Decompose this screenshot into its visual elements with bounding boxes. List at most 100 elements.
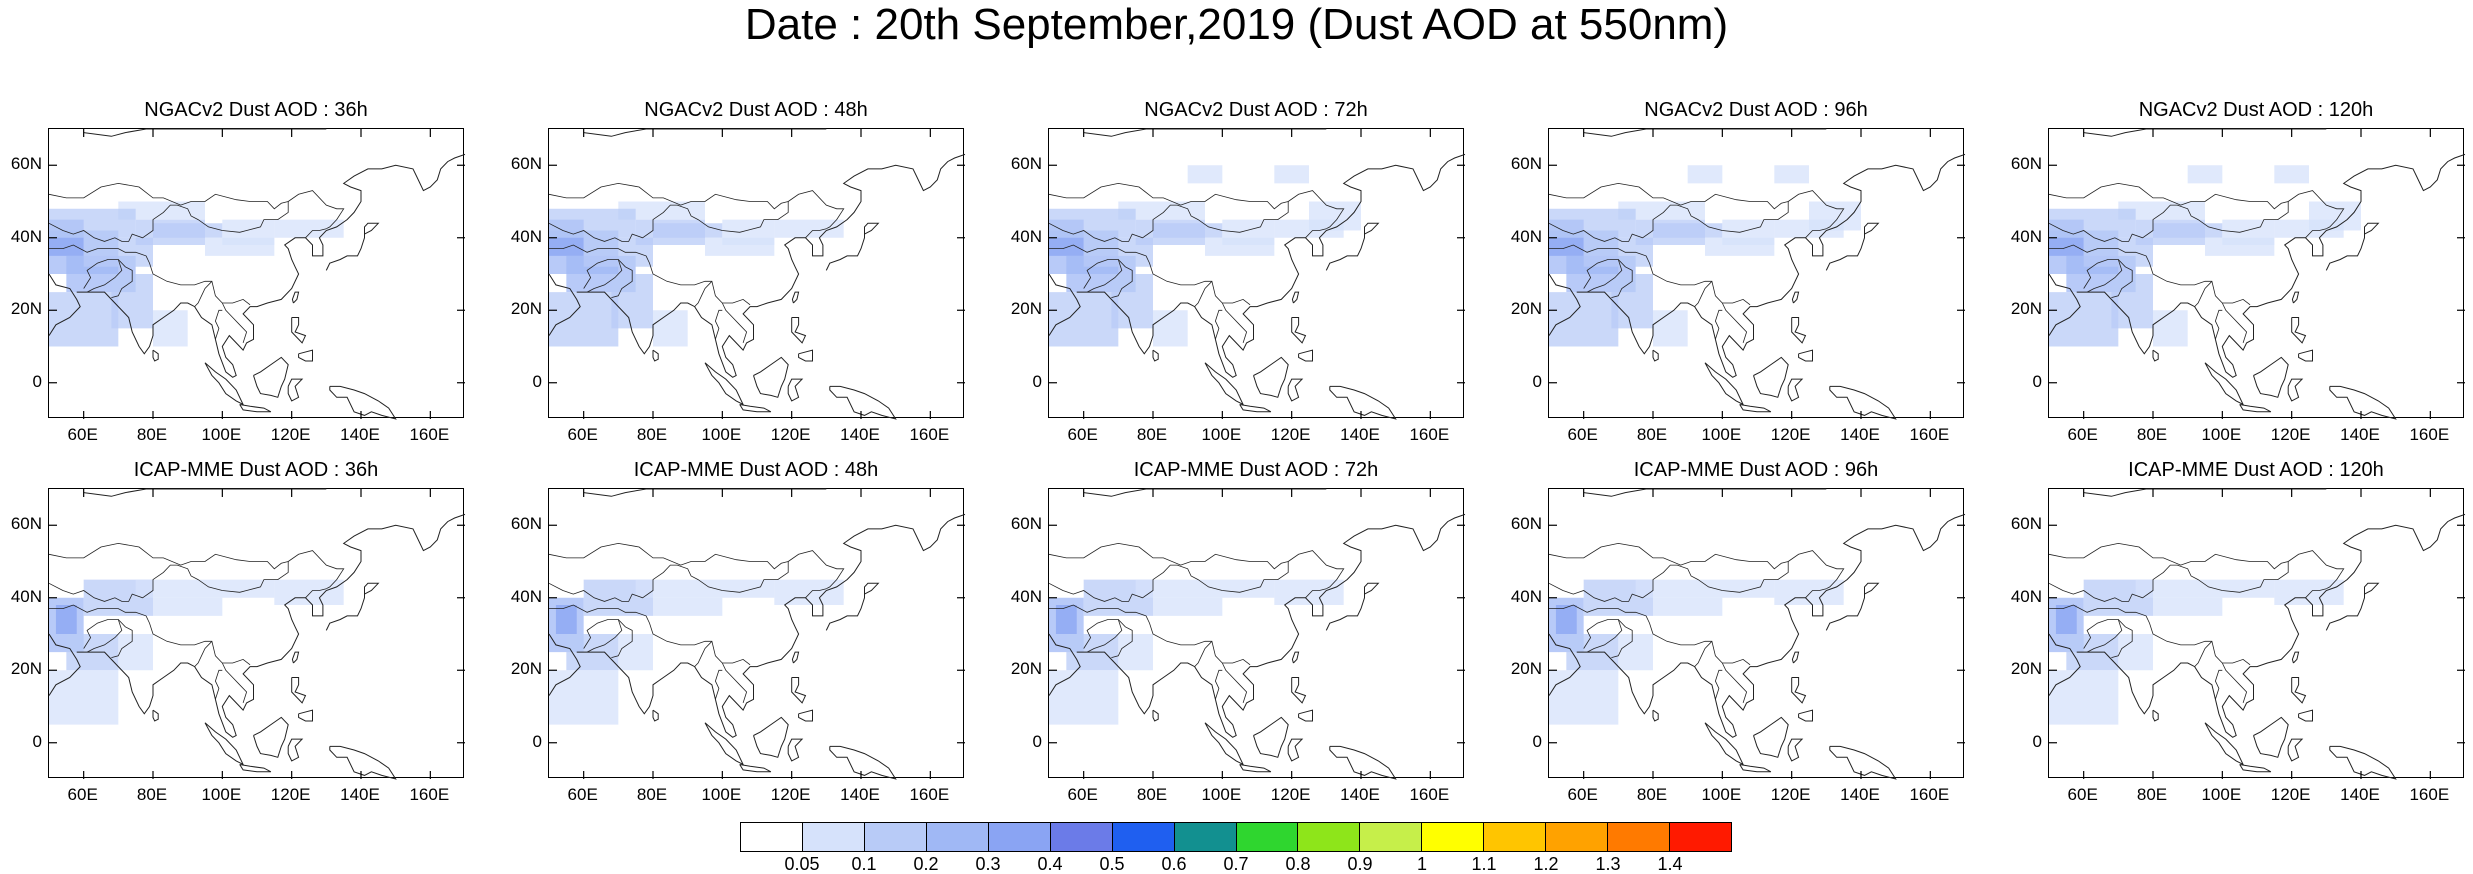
panel-title: NGACv2 Dust AOD : 36h <box>144 99 368 121</box>
country-border <box>221 662 248 704</box>
coastline <box>1787 738 1804 762</box>
country-border <box>49 604 251 666</box>
country-border <box>1048 182 1289 242</box>
colorbar-segment <box>1608 823 1671 851</box>
coastline <box>291 291 300 304</box>
dust-aod-cell <box>1653 310 1688 347</box>
coastline <box>1798 709 1813 722</box>
coastline <box>1704 722 1745 766</box>
dust-aod-cell <box>653 597 723 616</box>
country-border <box>48 182 289 242</box>
coastline <box>1204 362 1245 406</box>
lon-tick-label: 80E <box>636 425 668 444</box>
map-panel <box>1048 488 1466 780</box>
dust-aod-cell <box>1118 634 1153 671</box>
lat-tick-label: 20N <box>10 299 42 319</box>
coastline <box>704 722 745 766</box>
lon-tick-label: 60E <box>1567 785 1598 804</box>
coastline <box>2253 716 2289 758</box>
coastline <box>2239 404 2272 413</box>
lon-tick-label: 140E <box>840 785 880 804</box>
colorbar-segment <box>1236 823 1299 851</box>
map-canvas <box>48 488 466 780</box>
coastline <box>791 651 800 664</box>
coastline <box>1583 128 1827 137</box>
coastline <box>1152 709 1159 722</box>
lon-tick-label: 60E <box>1067 425 1098 444</box>
coastline <box>2253 356 2289 398</box>
colorbar-segment <box>1360 823 1423 851</box>
colorbar-segment <box>1422 823 1485 851</box>
coastline <box>2291 317 2307 344</box>
coastline <box>76 513 466 738</box>
country-border <box>1694 641 1713 667</box>
colorbar-label: 1 <box>1416 854 1427 874</box>
country-border <box>1787 190 1845 230</box>
colorbar-label: 0.8 <box>1285 854 1311 874</box>
coastline <box>291 317 307 344</box>
map-canvas <box>1548 128 1966 420</box>
country-border <box>1194 281 1213 307</box>
dust-aod-cell <box>1153 310 1188 347</box>
colorbar-label: 0.7 <box>1223 854 1249 874</box>
colorbar-segment <box>1670 823 1731 851</box>
lat-tick-label: 0 <box>532 371 542 391</box>
country-border <box>287 190 345 230</box>
coastline <box>704 362 745 406</box>
lat-tick-label: 20N <box>2010 659 2042 679</box>
lon-tick-label: 60E <box>567 785 598 804</box>
country-border <box>1549 244 1751 306</box>
coastline <box>1329 745 1397 780</box>
colorbar-label: 1.1 <box>1471 854 1497 874</box>
country-border <box>214 669 223 700</box>
coastline <box>1548 633 1581 696</box>
coastline <box>1798 349 1813 362</box>
panel-title: NGACv2 Dust AOD : 72h <box>1144 99 1368 121</box>
coastline <box>1287 378 1304 402</box>
lon-tick-label: 140E <box>840 425 880 444</box>
country-border <box>221 302 248 344</box>
coastline <box>291 677 307 704</box>
lon-tick-label: 80E <box>2136 785 2168 804</box>
coastline <box>791 291 800 304</box>
country-border <box>714 309 723 340</box>
country-border <box>2049 604 2251 666</box>
coastline <box>1829 745 1897 780</box>
lon-tick-label: 140E <box>1340 425 1380 444</box>
map-panel <box>2048 128 2466 420</box>
coastline <box>1825 582 1880 631</box>
country-border <box>1287 190 1345 230</box>
country-border <box>194 641 213 667</box>
dust-aod-cell <box>653 223 723 238</box>
panel-title: ICAP-MME Dust AOD : 120h <box>2128 459 2384 481</box>
coastline <box>329 385 397 420</box>
lon-tick-label: 100E <box>701 785 742 804</box>
map-panel <box>48 128 466 420</box>
coastline <box>1583 488 1827 497</box>
panel-title: NGACv2 Dust AOD : 48h <box>644 99 868 121</box>
panel-title: ICAP-MME Dust AOD : 36h <box>133 459 379 481</box>
coastline <box>253 356 289 398</box>
lon-tick-label: 140E <box>1840 785 1880 804</box>
dust-aod-cell <box>635 579 775 598</box>
country-border <box>1721 302 1748 344</box>
lon-tick-label: 100E <box>1701 785 1742 804</box>
coastline <box>239 404 272 413</box>
lat-tick-label: 0 <box>1532 371 1542 391</box>
country-border <box>111 619 133 658</box>
country-border <box>787 190 845 230</box>
coastline <box>1291 677 1307 704</box>
country-border <box>287 550 345 590</box>
coastline <box>1048 633 1081 696</box>
lat-tick-label: 60N <box>1010 514 1042 534</box>
coastline <box>1239 764 1272 773</box>
lat-tick-label: 0 <box>32 731 42 751</box>
coastline <box>48 633 81 696</box>
coastline <box>1204 722 1245 766</box>
country-border <box>214 309 223 340</box>
coastline <box>2204 362 2245 406</box>
country-border <box>1548 182 1789 242</box>
lon-tick-label: 60E <box>1067 785 1098 804</box>
country-border <box>1805 228 1827 239</box>
coastline <box>2287 738 2304 762</box>
